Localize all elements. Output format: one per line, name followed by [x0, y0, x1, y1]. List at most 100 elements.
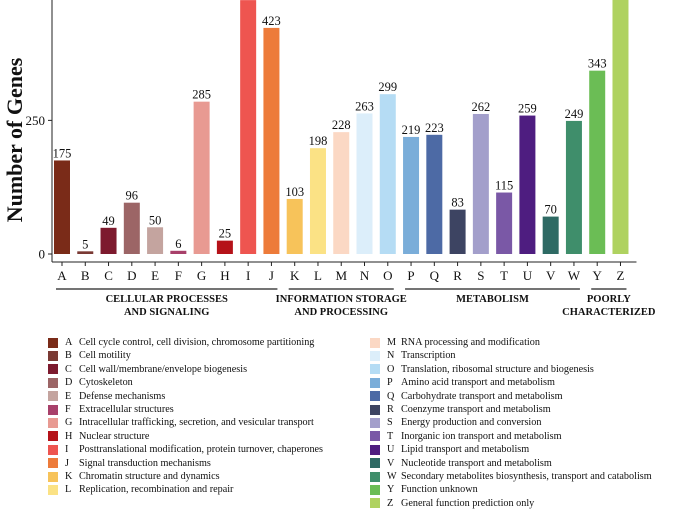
x-tick-label: M	[335, 268, 347, 283]
bar-C	[100, 227, 117, 254]
legend-text: Posttranslational modification, protein …	[79, 444, 324, 456]
bar-D	[123, 202, 140, 254]
y-tick-label: 250	[26, 113, 46, 128]
legend-item: H Nuclear structure	[48, 430, 323, 443]
legend-code: E	[65, 390, 72, 402]
legend-text: Amino acid transport and metabolism	[401, 377, 555, 389]
legend-swatch	[48, 458, 58, 469]
legend-swatch	[370, 431, 380, 442]
bar-value-label: 223	[425, 121, 444, 135]
x-tick-label: J	[269, 268, 274, 283]
legend-text: Carbohydrate transport and metabolism	[401, 390, 563, 402]
bar-K	[286, 198, 303, 254]
bar-value-label: 115	[495, 179, 513, 193]
legend-code: D	[65, 377, 73, 389]
legend-right-column: M RNA processing and modification N Transcr…	[370, 336, 652, 510]
x-tick-label: U	[523, 268, 533, 283]
bar-value-label: 49	[102, 214, 115, 228]
bar-N	[356, 113, 373, 254]
x-tick-label: N	[360, 268, 370, 283]
legend-text: General function prediction only	[401, 497, 535, 509]
bar-T	[496, 192, 513, 254]
legend-code: M	[387, 337, 397, 348]
legend-item: K Chromatin structure and dynamics	[48, 470, 323, 483]
legend-code: V	[387, 457, 395, 469]
legend-text: Chromatin structure and dynamics	[79, 470, 220, 482]
legend-code: H	[65, 430, 73, 442]
legend-item: Z General function prediction only	[370, 497, 652, 510]
legend-code: F	[65, 403, 71, 415]
legend-swatch	[48, 404, 58, 415]
group-label: METABOLISM	[456, 294, 529, 305]
legend-text: Coenzyme transport and metabolism	[401, 403, 551, 415]
legend-item: J Signal transduction mechanisms	[48, 457, 323, 470]
legend-code: L	[65, 484, 72, 496]
legend-swatch	[370, 444, 380, 455]
legend-code: J	[65, 457, 69, 469]
bar-value-label: 219	[402, 123, 421, 137]
x-tick-label: Z	[617, 268, 625, 283]
group-label: CHARACTERIZED	[562, 307, 656, 318]
x-tick-label: L	[314, 268, 322, 283]
x-tick-label: Y	[593, 268, 603, 283]
legend-text: Nuclear structure	[79, 430, 150, 442]
bar-value-label: 423	[262, 14, 281, 28]
bar-O	[379, 94, 396, 254]
legend-text: Cell motility	[79, 350, 131, 362]
bar-value-label: 70	[544, 203, 557, 217]
legend-item: F Extracellular structures	[48, 403, 323, 416]
legend-swatch	[370, 484, 380, 495]
legend-code: Y	[387, 484, 395, 496]
legend-swatch	[370, 377, 380, 388]
bar-value-label: 25	[219, 227, 232, 241]
x-tick-label: P	[407, 268, 414, 283]
x-tick-label: E	[151, 268, 159, 283]
legend-swatch	[370, 351, 380, 362]
y-axis-label: Number of Genes	[2, 57, 27, 222]
legend-text: Intracellular trafficking, secretion, an…	[79, 417, 314, 429]
bar-value-label: 228	[332, 118, 351, 132]
axes: 0250500750ABCDEFGHIJKLMNOPQRSTUVWYZ	[26, 0, 637, 283]
legend-swatch	[370, 391, 380, 402]
bar-value-label: 249	[565, 107, 584, 121]
legend-swatch	[370, 498, 380, 509]
legend-swatch	[48, 351, 58, 362]
legend-swatch	[370, 364, 380, 375]
legend-swatch	[48, 484, 58, 495]
legend-item: A Cell cycle control, cell division, chro…	[48, 336, 323, 349]
bar-value-label: 5	[82, 237, 88, 251]
legend-item: E Defense mechanisms	[48, 390, 323, 403]
legend-text: Translation, ribosomal structure and bio…	[401, 363, 594, 375]
legend-code: Q	[387, 390, 395, 402]
x-tick-label: K	[290, 268, 300, 283]
legend-item: M RNA processing and modification	[370, 336, 652, 349]
bar-R	[449, 209, 466, 254]
bar-Q	[426, 134, 443, 254]
x-tick-label: I	[246, 268, 250, 283]
legend-text: Transcription	[401, 350, 456, 362]
legend-text: Extracellular structures	[79, 403, 174, 415]
legend-item: U Lipid transport and metabolism	[370, 443, 652, 456]
bar-value-label: 262	[471, 100, 490, 114]
x-tick-label: W	[568, 268, 581, 283]
legend-code: Z	[387, 497, 394, 509]
x-tick-label: T	[500, 268, 508, 283]
legend-code: G	[65, 417, 73, 429]
x-tick-label: Q	[430, 268, 440, 283]
legend-text: Cell wall/membrane/envelope biogenesis	[79, 363, 248, 375]
legend-swatch	[48, 364, 58, 375]
group-label: CELLULAR PROCESSES	[106, 294, 228, 305]
legend-code: K	[65, 470, 73, 482]
bar-S	[472, 113, 489, 254]
group-label: AND SIGNALING	[124, 307, 209, 318]
x-tick-label: C	[104, 268, 113, 283]
legend-item: R Coenzyme transport and metabolism	[370, 403, 652, 416]
legend-text: Energy production and conversion	[401, 417, 542, 429]
legend-code: S	[387, 417, 393, 429]
legend-left-column: A Cell cycle control, cell division, chro…	[48, 336, 323, 497]
legend-item: N Transcription	[370, 349, 652, 362]
bar-value-label: 83	[451, 196, 464, 210]
legend-text: Signal transduction mechanisms	[79, 457, 211, 469]
legend-text: Secondary metabolites biosynthesis, tran…	[401, 470, 652, 482]
category-groups: CELLULAR PROCESSES AND SIGNALING INFORMATI…	[56, 288, 656, 318]
